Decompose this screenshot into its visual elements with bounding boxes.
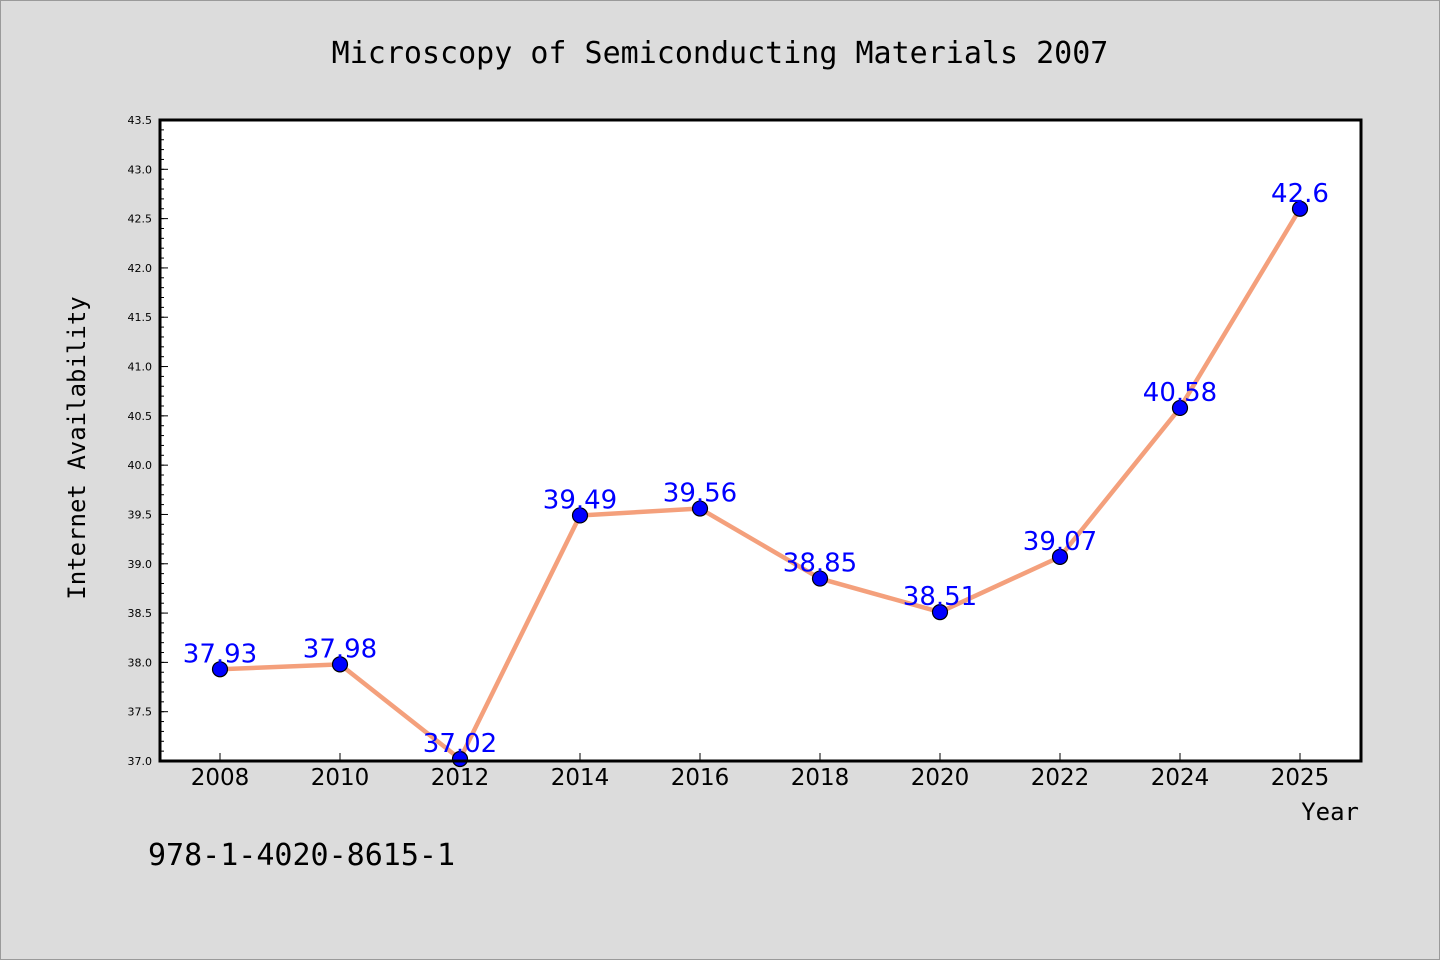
y-tick-label: 37.0: [128, 755, 153, 768]
x-tick-label: 2014: [551, 765, 610, 791]
x-axis-ticks: 2008 2010 2012 2014 2016 2018 2020 2022 2024 2025: [191, 753, 1330, 791]
y-tick-label: 41.0: [128, 361, 153, 374]
y-axis-label: Internet Availability: [63, 296, 91, 599]
data-point-marker: [571, 507, 589, 524]
data-point-marker: [931, 603, 949, 621]
chart-title: Microscopy of Semiconducting Materials 2…: [332, 36, 1109, 71]
y-tick-label: 38.0: [128, 656, 153, 669]
y-tick-label: 43.0: [128, 163, 153, 176]
y-tick-label: 39.0: [128, 558, 153, 571]
y-tick-label: 41.5: [128, 311, 153, 324]
data-markers: [211, 200, 1309, 768]
y-tick-label: 39.5: [128, 508, 153, 521]
x-tick-label: 2025: [1271, 765, 1330, 791]
x-axis-label: Year: [1301, 798, 1359, 826]
y-axis-ticks: 37.0 37.5 38.0 38.5 39.0 39.5 40.0 40.5 41.0 41.5…: [128, 114, 168, 768]
data-point-marker: [811, 570, 829, 587]
x-tick-label: 2012: [431, 765, 490, 791]
y-tick-label: 42.5: [128, 213, 153, 226]
plot-border: [158, 118, 1363, 763]
data-point-label: 37.98: [303, 634, 377, 664]
x-tick-label: 2016: [671, 765, 730, 791]
data-point-marker: [211, 661, 229, 678]
y-tick-label: 38.5: [128, 607, 153, 620]
y-tick-label: 43.5: [128, 114, 153, 127]
data-point-label: 40.58: [1143, 378, 1217, 408]
data-point-marker: [451, 750, 469, 768]
data-point-label: 39.56: [663, 479, 737, 509]
plot-area: [160, 120, 1361, 761]
x-tick-label: 2018: [791, 765, 850, 791]
data-point-label: 39.07: [1023, 527, 1097, 557]
data-point-label: 38.51: [903, 582, 977, 612]
y-tick-label: 40.0: [128, 459, 153, 472]
data-point-label: 37.02: [423, 729, 497, 759]
x-tick-label: 2022: [1031, 765, 1090, 791]
series-line: [217, 206, 1303, 762]
y-tick-label: 42.0: [128, 262, 153, 275]
data-point-marker: [331, 656, 349, 673]
data-point-label: 39.49: [543, 485, 617, 515]
footer-code: 978-1-4020-8615-1: [148, 838, 455, 873]
data-point-label: 37.93: [183, 639, 257, 669]
data-point-label: 38.85: [783, 549, 857, 579]
data-point-marker: [1291, 200, 1309, 217]
x-tick-label: 2008: [191, 765, 250, 791]
y-tick-label: 40.5: [128, 410, 153, 423]
data-labels: 37.93 37.98 37.02 39.49 39.56 38.85 38.51 39.07…: [183, 179, 1329, 759]
x-tick-label: 2020: [911, 765, 970, 791]
data-point-label: 42.6: [1271, 179, 1329, 209]
x-tick-label: 2024: [1151, 765, 1210, 791]
x-tick-label: 2010: [311, 765, 370, 791]
y-tick-label: 37.5: [128, 706, 153, 719]
data-point-marker: [1171, 399, 1189, 417]
data-point-marker: [691, 500, 709, 517]
data-point-marker: [1051, 548, 1069, 565]
